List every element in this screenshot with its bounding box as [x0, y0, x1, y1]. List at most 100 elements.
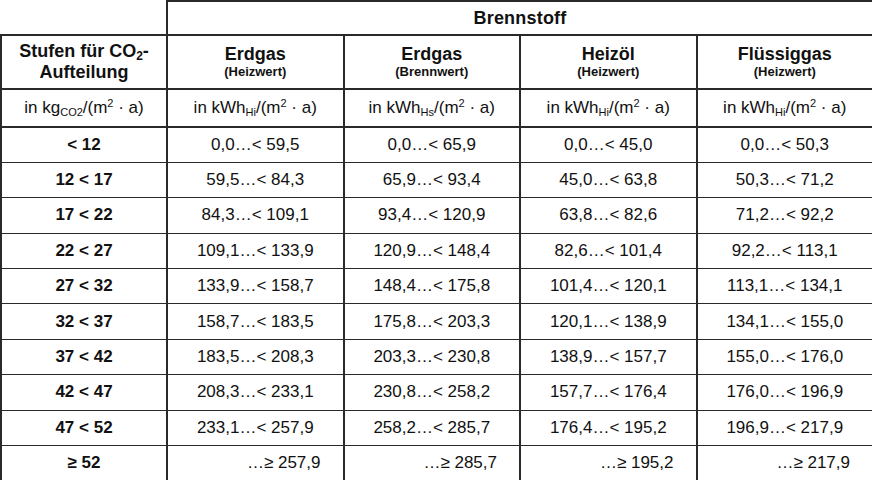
row-label: 22 < 27 — [1, 233, 167, 268]
unit-subscript: Hi — [599, 106, 609, 118]
row-label: 37 < 42 — [1, 339, 167, 374]
range-cell: 176,4…< 195,2 — [520, 410, 697, 445]
fuel-name: Flüssiggas — [698, 44, 872, 65]
range-cell: 196,9…< 217,9 — [697, 410, 872, 445]
row-label: 17 < 22 — [1, 198, 167, 233]
row-label: ≥ 52 — [1, 446, 167, 480]
fuel-basis: (Heizwert) — [168, 64, 343, 80]
fuel-basis: (Heizwert) — [521, 64, 696, 80]
stub-line2: Aufteilung — [40, 62, 129, 82]
table-row-fuel-headers: Stufen für CO2- Aufteilung Erdgas (Heizw… — [1, 35, 872, 89]
empty-corner-cell — [1, 1, 167, 35]
row-label: 42 < 47 — [1, 375, 167, 410]
unit-mid: /(m — [434, 98, 459, 117]
range-cell: …≥ 217,9 — [697, 446, 872, 480]
fuel-header-erdgas-heizwert: Erdgas (Heizwert) — [167, 35, 344, 89]
unit-pre: in kWh — [369, 98, 421, 117]
table-row: 12 < 17 59,5…< 84,3 65,9…< 93,4 45,0…< 6… — [1, 162, 872, 197]
stub-line1-subscript: 2 — [136, 49, 143, 63]
table-row: 42 < 47 208,3…< 233,1 230,8…< 258,2 157,… — [1, 375, 872, 410]
fuel-header-fluessiggas-heizwert: Flüssiggas (Heizwert) — [697, 35, 872, 89]
unit-pre: in kWh — [723, 98, 775, 117]
unit-superscript: 2 — [107, 97, 113, 109]
stub-header-stufen-co2: Stufen für CO2- Aufteilung — [1, 35, 167, 89]
table-row-group-header: Brennstoff — [1, 1, 872, 35]
range-cell: 45,0…< 63,8 — [520, 162, 697, 197]
range-cell: 50,3…< 71,2 — [697, 162, 872, 197]
unit-subscript: Hi — [246, 106, 256, 118]
unit-mid: /(m — [785, 98, 810, 117]
table-row: 32 < 37 158,7…< 183,5 175,8…< 203,3 120,… — [1, 304, 872, 339]
row-label: 27 < 32 — [1, 269, 167, 304]
fuel-name: Erdgas — [168, 44, 343, 65]
range-cell: 176,0…< 196,9 — [697, 375, 872, 410]
unit-tail: · a) — [465, 98, 495, 117]
range-cell: 158,7…< 183,5 — [167, 304, 344, 339]
unit-tail: · a) — [816, 98, 846, 117]
range-cell: 175,8…< 203,3 — [344, 304, 521, 339]
table-row: 17 < 22 84,3…< 109,1 93,4…< 120,9 63,8…<… — [1, 198, 872, 233]
table-row: ≥ 52 …≥ 257,9 …≥ 285,7 …≥ 195,2 …≥ 217,9 — [1, 446, 872, 480]
range-cell: 101,4…< 120,1 — [520, 269, 697, 304]
fuel-header-erdgas-brennwert: Erdgas (Brennwert) — [344, 35, 521, 89]
table-row: < 12 0,0…< 59,5 0,0…< 65,9 0,0…< 45,0 0,… — [1, 127, 872, 162]
range-cell: 120,9…< 148,4 — [344, 233, 521, 268]
range-cell: 133,9…< 158,7 — [167, 269, 344, 304]
table-row: 27 < 32 133,9…< 158,7 148,4…< 175,8 101,… — [1, 269, 872, 304]
unit-subscript: Hs — [421, 106, 434, 118]
unit-pre: in kWh — [547, 98, 599, 117]
range-cell: 233,1…< 257,9 — [167, 410, 344, 445]
range-cell: 0,0…< 65,9 — [344, 127, 521, 162]
range-cell: 134,1…< 155,0 — [697, 304, 872, 339]
unit-superscript: 2 — [810, 97, 816, 109]
unit-tail: · a) — [287, 98, 317, 117]
stub-header-text: Stufen für CO2- Aufteilung — [2, 41, 166, 83]
stub-line1-tail: - — [143, 41, 149, 61]
group-header-label: Brennstoff — [474, 8, 567, 28]
unit-superscript: 2 — [281, 97, 287, 109]
unit-mid: /(m — [609, 98, 634, 117]
unit-header-kwh-hi-3: in kWhHi/(m2 · a) — [697, 89, 872, 127]
stub-line1-pre: Stufen für CO — [19, 41, 136, 61]
range-cell: …≥ 257,9 — [167, 446, 344, 480]
range-cell: 93,4…< 120,9 — [344, 198, 521, 233]
range-cell: …≥ 285,7 — [344, 446, 521, 480]
range-cell: 258,2…< 285,7 — [344, 410, 521, 445]
range-cell: 230,8…< 258,2 — [344, 375, 521, 410]
unit-superscript: 2 — [634, 97, 640, 109]
group-header-brennstoff: Brennstoff — [167, 1, 872, 35]
unit-pre: in kg — [24, 98, 60, 117]
range-cell: 82,6…< 101,4 — [520, 233, 697, 268]
range-cell: 63,8…< 82,6 — [520, 198, 697, 233]
unit-pre: in kWh — [194, 98, 246, 117]
range-cell: 0,0…< 50,3 — [697, 127, 872, 162]
range-cell: 155,0…< 176,0 — [697, 339, 872, 374]
table-row: 47 < 52 233,1…< 257,9 258,2…< 285,7 176,… — [1, 410, 872, 445]
row-label: 12 < 17 — [1, 162, 167, 197]
fuel-name: Heizöl — [521, 44, 696, 65]
fuel-header-heizoel-heizwert: Heizöl (Heizwert) — [520, 35, 697, 89]
range-cell: 65,9…< 93,4 — [344, 162, 521, 197]
unit-tail: · a) — [640, 98, 670, 117]
unit-header-kwh-hi-1: in kWhHi/(m2 · a) — [167, 89, 344, 127]
range-cell: 183,5…< 208,3 — [167, 339, 344, 374]
range-cell: 0,0…< 45,0 — [520, 127, 697, 162]
range-cell: 120,1…< 138,9 — [520, 304, 697, 339]
range-cell: 59,5…< 84,3 — [167, 162, 344, 197]
row-label: 47 < 52 — [1, 410, 167, 445]
row-label: 32 < 37 — [1, 304, 167, 339]
fuel-basis: (Brennwert) — [345, 64, 520, 80]
unit-superscript: 2 — [459, 97, 465, 109]
range-cell: 109,1…< 133,9 — [167, 233, 344, 268]
unit-tail: · a) — [113, 98, 143, 117]
unit-subscript: Hi — [775, 106, 785, 118]
unit-mid: /(m — [256, 98, 281, 117]
table-row-units: in kgCO2/(m2 · a) in kWhHi/(m2 · a) in k… — [1, 89, 872, 127]
table-row: 37 < 42 183,5…< 208,3 203,3…< 230,8 138,… — [1, 339, 872, 374]
range-cell: 92,2…< 113,1 — [697, 233, 872, 268]
range-cell: 203,3…< 230,8 — [344, 339, 521, 374]
range-cell: 71,2…< 92,2 — [697, 198, 872, 233]
fuel-name: Erdgas — [345, 44, 520, 65]
co2-fuel-table: Brennstoff Stufen für CO2- Aufteilung Er… — [0, 0, 872, 480]
range-cell: …≥ 195,2 — [520, 446, 697, 480]
